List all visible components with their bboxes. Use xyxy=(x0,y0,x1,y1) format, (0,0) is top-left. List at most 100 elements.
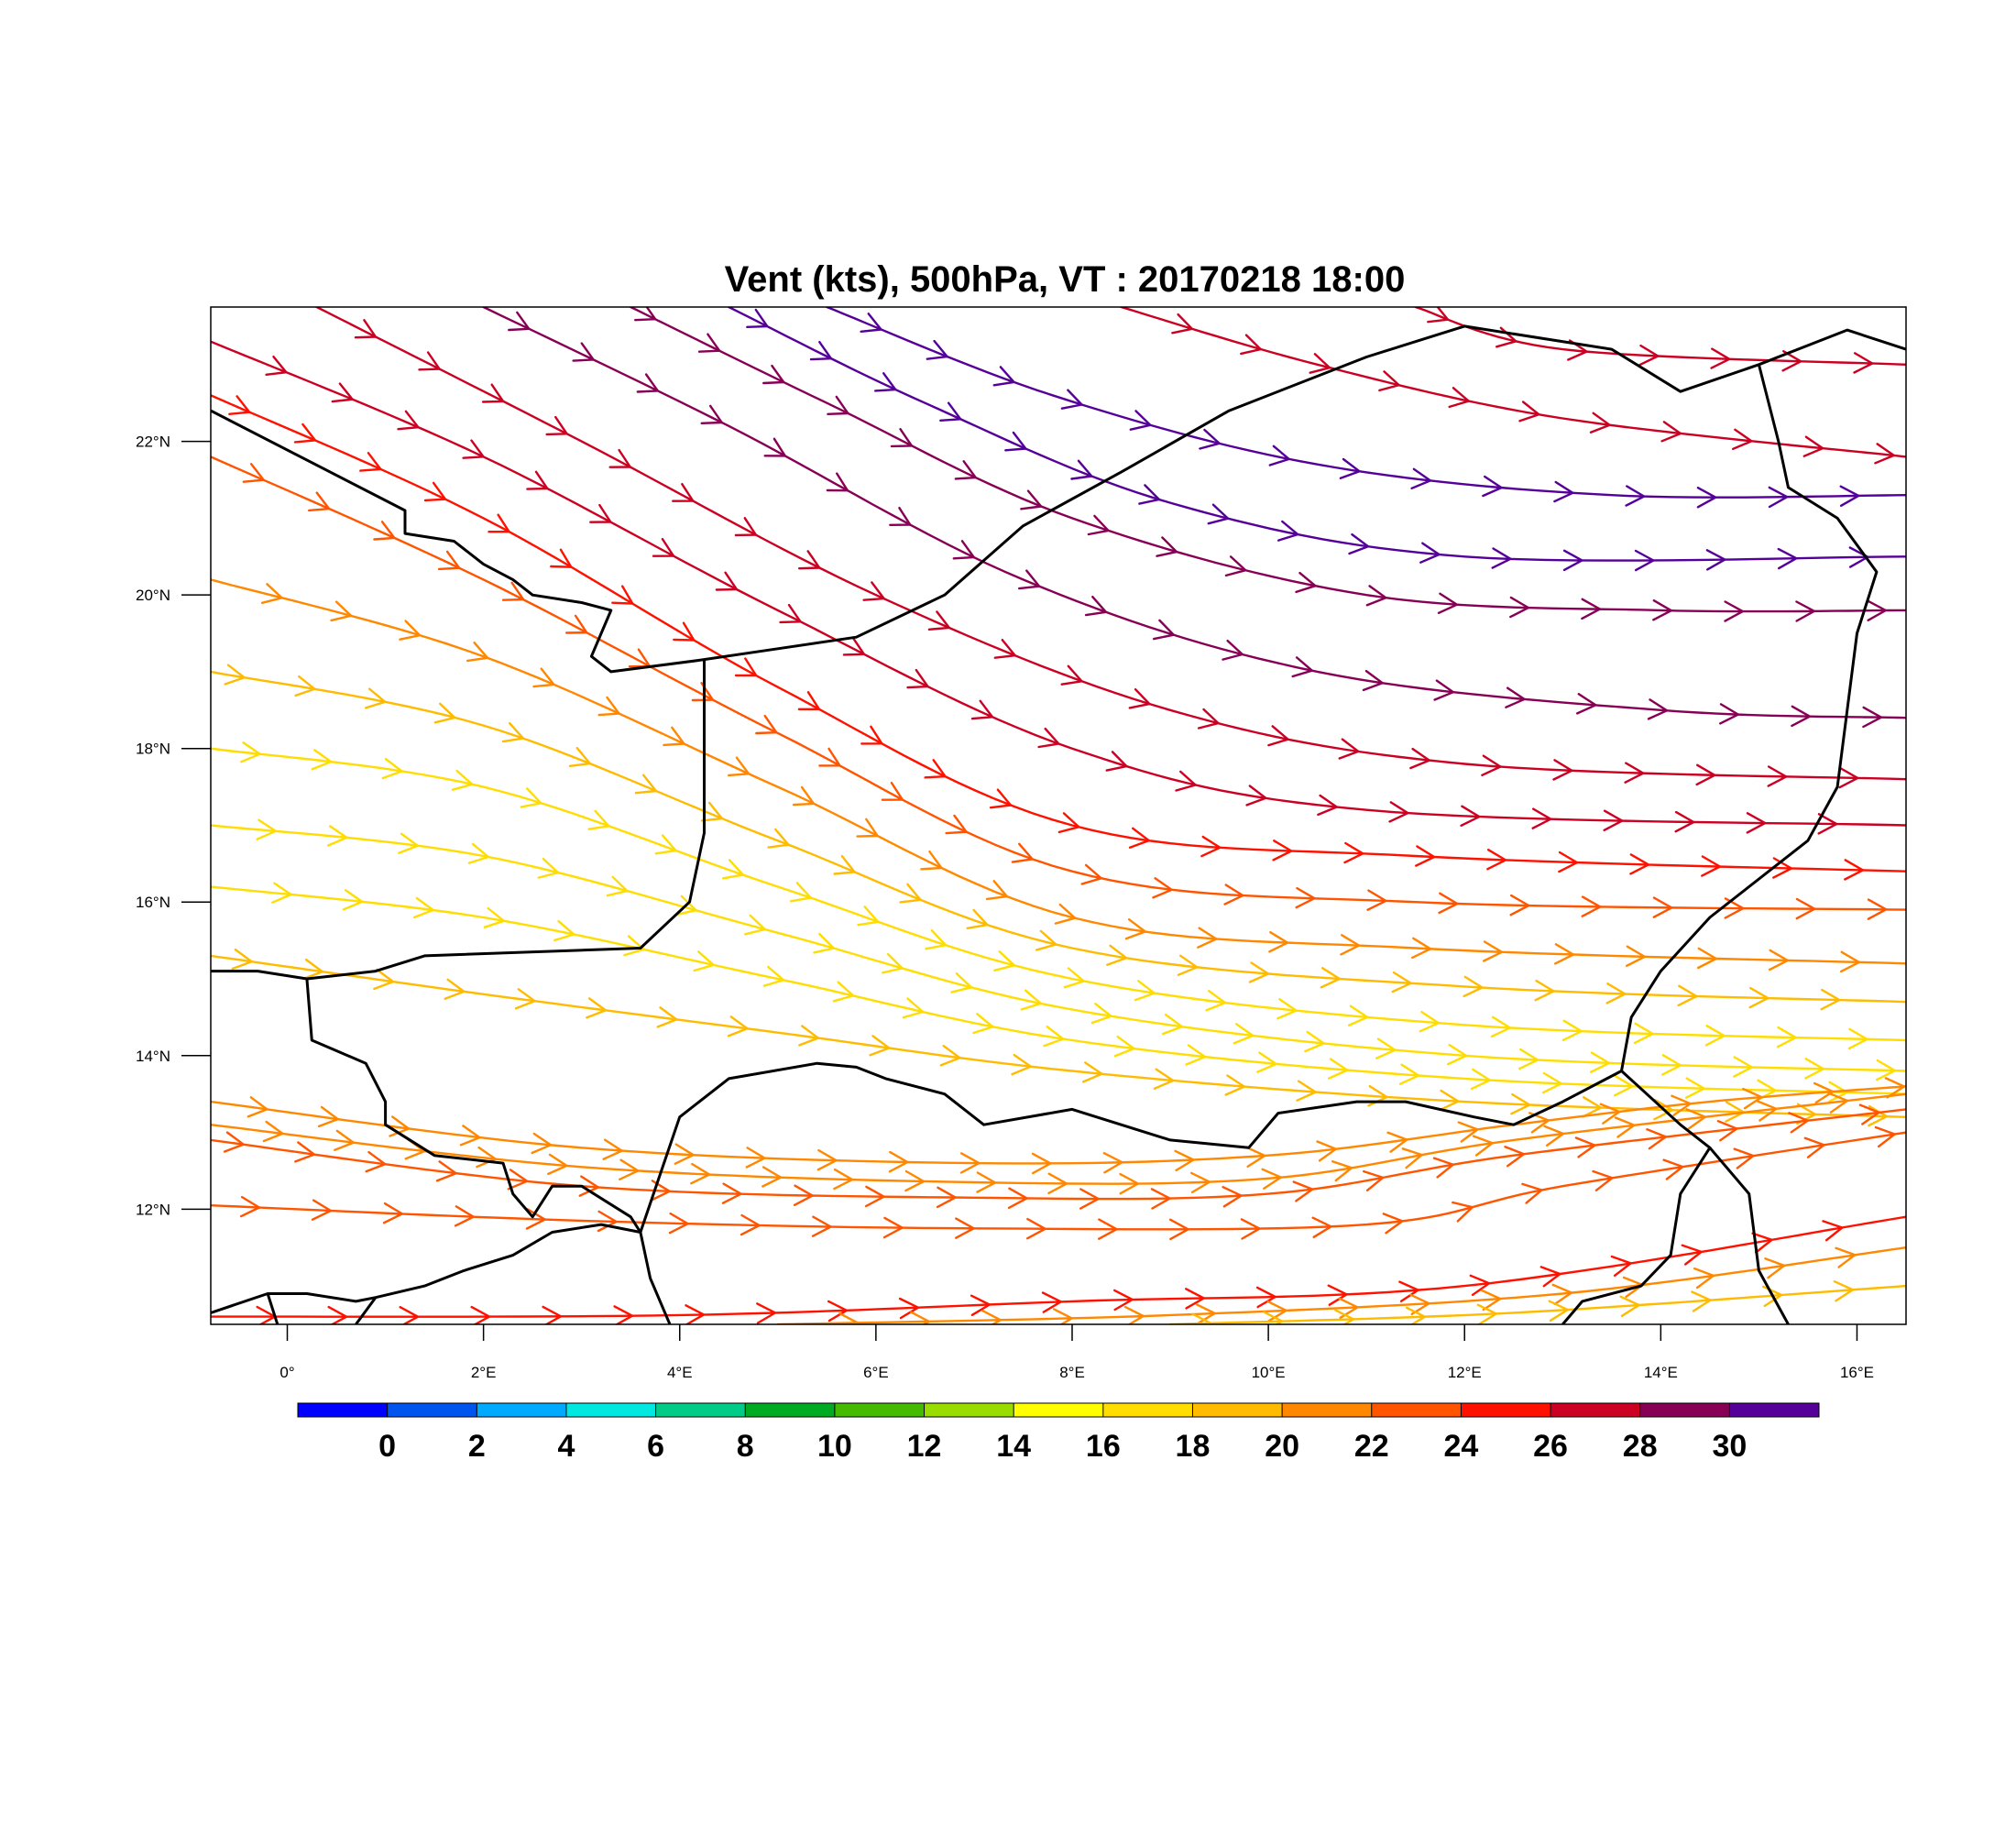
wind-arrow xyxy=(1060,389,1083,410)
streamline xyxy=(211,1092,1906,1185)
wind-arrow xyxy=(1472,1135,1494,1157)
wind-arrow xyxy=(589,503,612,523)
wind-arrow xyxy=(1554,943,1575,965)
wind-arrow xyxy=(470,1305,491,1324)
colorbar-swatch xyxy=(655,1403,746,1417)
wind-arrow xyxy=(981,1309,1002,1324)
map-title: Vent (kts), 500hPa, VT : 20170218 18:00 xyxy=(725,259,1406,300)
wind-arrow xyxy=(1603,809,1624,831)
wind-arrow xyxy=(1518,1048,1539,1070)
wind-arrow xyxy=(1248,961,1270,983)
wind-arrow xyxy=(1541,1071,1562,1094)
wind-arrow xyxy=(1490,1015,1511,1038)
wind-arrow xyxy=(1548,1300,1569,1322)
wind-arrow xyxy=(1102,1152,1123,1174)
wind-arrow xyxy=(224,664,246,686)
wind-arrow xyxy=(993,639,1016,659)
streamline xyxy=(211,1215,1906,1318)
wind-arrow xyxy=(818,747,841,767)
colorbar-swatch xyxy=(298,1403,389,1417)
wind-arrow xyxy=(1207,503,1230,525)
wind-streamlines xyxy=(211,307,1906,1324)
wind-arrow xyxy=(727,1015,749,1037)
wind-arrow xyxy=(1316,1140,1338,1162)
wind-arrow xyxy=(317,1105,339,1128)
wind-arrow xyxy=(1476,1303,1498,1324)
wind-arrow xyxy=(1031,1152,1052,1175)
wind-arrow xyxy=(1840,950,1860,973)
wind-arrow xyxy=(1296,1080,1317,1102)
wind-arrow xyxy=(608,448,631,468)
wind-arrow xyxy=(1347,1004,1369,1026)
wind-arrow xyxy=(359,452,382,472)
wind-arrow xyxy=(545,415,568,436)
wind-arrow xyxy=(673,621,696,642)
colorbar-swatch xyxy=(477,1403,567,1417)
colorbar-swatch xyxy=(1550,1403,1641,1417)
wind-arrow xyxy=(1592,1169,1614,1191)
wind-arrow xyxy=(890,428,914,448)
wind-arrow xyxy=(389,1115,411,1137)
wind-arrow xyxy=(1082,1061,1103,1083)
wind-arrow xyxy=(1080,863,1102,885)
wind-arrow xyxy=(1388,801,1409,823)
colorbar-swatch xyxy=(1729,1403,1820,1417)
wind-arrow xyxy=(1685,1108,1707,1130)
wind-arrow xyxy=(1847,1027,1868,1050)
wind-arrow xyxy=(1222,1186,1243,1208)
wind-arrow xyxy=(1406,1306,1427,1324)
wind-arrow xyxy=(1276,998,1298,1020)
wind-arrow xyxy=(1090,1003,1112,1025)
wind-arrow xyxy=(1539,1266,1561,1288)
wind-arrow xyxy=(1156,536,1178,557)
wind-arrow xyxy=(1874,443,1895,465)
wind-arrow xyxy=(734,657,758,677)
wind-arrow xyxy=(1660,421,1682,443)
colorbar-swatch xyxy=(745,1403,836,1417)
wind-arrow xyxy=(240,1195,261,1218)
wind-arrow xyxy=(520,787,542,808)
wind-arrow xyxy=(1469,1274,1491,1296)
wind-arrow xyxy=(925,929,948,950)
wind-arrow xyxy=(976,1171,997,1193)
wind-arrow xyxy=(1084,596,1108,617)
country-border xyxy=(1708,1147,1790,1324)
wind-arrow xyxy=(1041,1291,1062,1313)
wind-arrow xyxy=(1240,1218,1261,1240)
wind-arrow xyxy=(623,935,645,957)
country-border xyxy=(211,1223,641,1314)
streamline xyxy=(728,307,1906,562)
colorbar-label: 0 xyxy=(378,1429,396,1464)
wind-arrow xyxy=(1510,1092,1531,1115)
colorbar-label: 4 xyxy=(557,1429,575,1464)
wind-arrow xyxy=(331,382,354,403)
wind-arrow xyxy=(1705,549,1726,571)
wind-arrow xyxy=(525,1208,546,1230)
wind-arrow xyxy=(293,423,317,444)
colorbar-label: 14 xyxy=(996,1429,1031,1464)
map-frame xyxy=(210,306,1907,1325)
wind-arrow xyxy=(1245,1146,1266,1168)
wind-arrow xyxy=(1531,807,1552,829)
wind-arrow xyxy=(1848,546,1869,568)
wind-arrow xyxy=(462,439,485,459)
wind-arrow xyxy=(959,1152,981,1174)
colorbar-swatch xyxy=(834,1403,926,1417)
map-plot-area xyxy=(210,306,1907,1325)
wind-arrow xyxy=(613,1305,634,1324)
wind-arrow xyxy=(992,366,1015,387)
wind-arrow xyxy=(864,1185,885,1208)
wind-arrow xyxy=(920,851,943,871)
wind-arrow xyxy=(763,437,786,457)
wind-arrow xyxy=(373,521,396,541)
colorbar-label: 18 xyxy=(1176,1429,1211,1464)
wind-arrow xyxy=(816,1148,838,1171)
wind-arrow xyxy=(1693,1267,1715,1290)
wind-arrow xyxy=(888,1150,909,1173)
wind-arrow xyxy=(1589,412,1611,434)
wind-arrow xyxy=(1291,656,1313,678)
wind-arrow xyxy=(634,307,657,322)
colorbar-label: 30 xyxy=(1712,1429,1747,1464)
longitude-axis: 0° 2°E 4°E 6°E 8°E 10°E 12°E 14°E 16°E xyxy=(279,1324,1874,1381)
wind-arrow xyxy=(1858,1103,1880,1125)
